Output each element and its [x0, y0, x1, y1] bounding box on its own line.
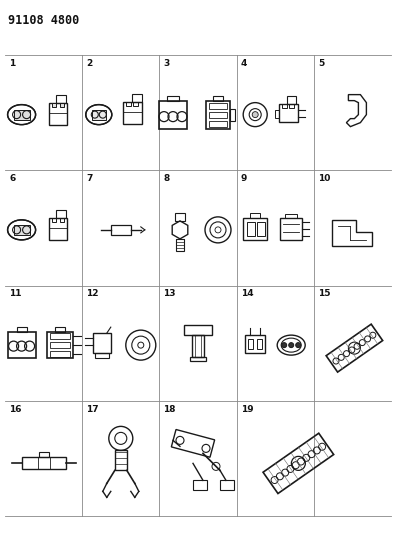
Text: 5: 5	[318, 59, 324, 68]
Bar	[111, 225, 131, 235]
Text: 14: 14	[241, 289, 253, 298]
Ellipse shape	[252, 111, 258, 118]
Bar	[184, 325, 212, 335]
Text: 91108 4800: 91108 4800	[8, 14, 79, 27]
Bar	[257, 222, 265, 236]
Bar	[13, 225, 30, 235]
Bar	[51, 218, 55, 222]
Text: 2: 2	[86, 59, 92, 68]
Text: 16: 16	[9, 405, 21, 414]
Bar	[230, 109, 235, 120]
Bar	[132, 94, 142, 102]
Bar	[50, 342, 70, 348]
Bar	[176, 239, 184, 251]
Bar	[257, 339, 262, 349]
Bar	[282, 103, 287, 108]
Bar	[243, 218, 267, 240]
Bar	[49, 218, 67, 240]
Text: 6: 6	[9, 174, 15, 183]
Bar	[55, 327, 65, 332]
Bar	[92, 110, 106, 119]
Bar	[47, 332, 72, 358]
Text: 7: 7	[86, 174, 93, 183]
Bar	[115, 450, 127, 471]
Bar	[245, 335, 265, 353]
Bar	[280, 218, 302, 240]
Bar	[167, 95, 179, 101]
Bar	[159, 101, 187, 128]
Text: 11: 11	[9, 289, 21, 298]
Bar	[209, 120, 227, 127]
Bar	[8, 332, 36, 358]
Bar	[209, 111, 227, 118]
Text: 13: 13	[164, 289, 176, 298]
Text: 17: 17	[86, 405, 99, 414]
Text: 3: 3	[164, 59, 169, 68]
Text: 18: 18	[164, 405, 176, 414]
Bar	[93, 333, 111, 353]
Bar	[193, 480, 207, 490]
Bar	[190, 357, 206, 361]
Text: 15: 15	[318, 289, 330, 298]
Ellipse shape	[282, 343, 287, 348]
Bar	[49, 103, 67, 125]
Bar	[123, 102, 142, 124]
Bar	[175, 213, 185, 221]
Bar	[247, 222, 255, 236]
Bar	[250, 213, 260, 218]
Text: 12: 12	[86, 289, 99, 298]
Bar	[60, 218, 64, 222]
Text: 8: 8	[164, 174, 169, 183]
Text: 4: 4	[241, 59, 247, 68]
Bar	[285, 214, 297, 218]
Text: 10: 10	[318, 174, 330, 183]
Bar	[50, 333, 70, 339]
Bar	[60, 103, 64, 107]
Bar	[287, 95, 296, 103]
Bar	[275, 110, 279, 118]
Bar	[55, 95, 66, 103]
Bar	[133, 102, 138, 106]
Bar	[13, 110, 30, 119]
Bar	[206, 101, 230, 128]
Bar	[126, 102, 131, 106]
Bar	[192, 335, 204, 357]
Bar	[55, 210, 66, 218]
Bar	[22, 457, 66, 470]
Bar	[213, 95, 223, 101]
Bar	[17, 327, 27, 332]
Bar	[95, 353, 109, 358]
Bar	[51, 103, 55, 107]
Bar	[209, 103, 227, 109]
Ellipse shape	[289, 343, 294, 348]
Text: 1: 1	[9, 59, 15, 68]
Ellipse shape	[296, 343, 301, 348]
Bar	[50, 351, 70, 357]
Bar	[279, 103, 298, 122]
Bar	[38, 453, 49, 457]
Text: 9: 9	[241, 174, 247, 183]
Bar	[289, 103, 294, 108]
Bar	[220, 480, 234, 490]
Bar	[248, 339, 253, 349]
Text: 19: 19	[241, 405, 253, 414]
